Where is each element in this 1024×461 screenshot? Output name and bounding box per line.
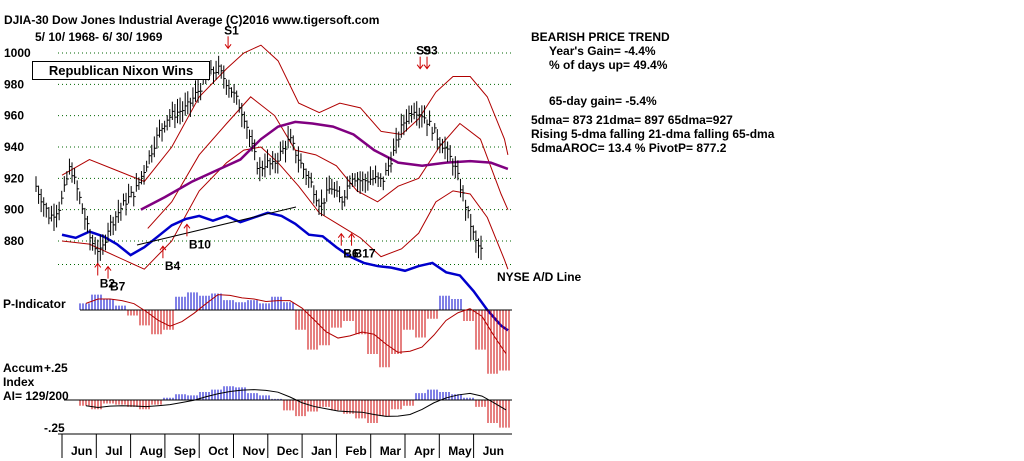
ad-line-label: NYSE A/D Line — [497, 270, 582, 284]
ai-tick-minus: -.25 — [44, 421, 65, 435]
inner-band-line — [147, 96, 509, 229]
signal-arrowhead — [94, 262, 102, 268]
stats-aroc: 5dmaAROC= 13.4 % PivotP= 877.2 — [531, 141, 727, 155]
stats-trend: BEARISH PRICE TREND — [531, 30, 670, 44]
signal-label: S3 — [423, 44, 438, 58]
ai-label-line2: Index — [3, 375, 35, 389]
x-tick-label: Oct — [208, 444, 228, 458]
ai-ma-line — [85, 389, 507, 417]
y-tick-label: 960 — [4, 109, 24, 123]
stats-dma-trend: Rising 5-dma falling 21-dma falling 65-d… — [531, 127, 775, 141]
signal-marker: S1 — [224, 23, 239, 50]
signal-arrowhead — [348, 232, 355, 238]
x-tick-label: Aug — [140, 444, 163, 458]
stats-years-gain: Year's Gain= -4.4% — [549, 44, 656, 58]
pi-label: P-Indicator — [3, 297, 66, 311]
x-tick-label: Jan — [311, 444, 332, 458]
signal-arrowhead — [104, 265, 112, 271]
x-tick-label: Apr — [414, 444, 435, 458]
signal-label: B7 — [110, 280, 126, 294]
signal-label: B4 — [165, 259, 181, 273]
ma65-line — [140, 120, 509, 211]
trendline — [136, 206, 297, 246]
signal-arrowhead — [337, 232, 345, 238]
signal-marker: B2 — [94, 262, 116, 290]
x-tick-label: May — [448, 444, 472, 458]
stats-gain-65: 65-day gain= -5.4% — [549, 94, 657, 108]
x-tick-label: Jun — [483, 444, 504, 458]
signal-marker: S9 — [416, 44, 431, 70]
signal-label: B17 — [354, 247, 376, 261]
stats-panel: BEARISH PRICE TREND Year's Gain= -4.4% %… — [531, 30, 774, 155]
signal-label: S9 — [416, 44, 431, 58]
signal-marker: B6 — [337, 232, 359, 261]
signal-marker: S3 — [423, 44, 438, 70]
y-tick-label: 940 — [4, 140, 24, 154]
pi-ma-line — [85, 294, 507, 355]
signal-arrowhead — [416, 64, 424, 70]
indicator-layer — [64, 292, 512, 428]
upper-band-line — [61, 44, 509, 183]
signal-label: S1 — [224, 23, 239, 37]
signal-marker: B4 — [159, 245, 181, 273]
y-tick-label: 880 — [4, 234, 24, 248]
x-tick-label: Sep — [174, 444, 196, 458]
signal-arrowhead — [423, 64, 431, 70]
x-tick-label: Nov — [243, 444, 266, 458]
y-tick-label: 980 — [4, 77, 24, 91]
date-range: 5/ 10/ 1968- 6/ 30/ 1969 — [35, 30, 163, 44]
ai-label-line1: Accum — [3, 361, 43, 375]
axis-layer: 1000 980 960 940 920 900 880 Jun Jul Aug Sep Oct Nov… — [4, 46, 512, 458]
stats-pct-days-up: % of days up= 49.4% — [549, 58, 668, 72]
y-tick-label: 1000 — [4, 46, 31, 60]
y-tick-label: 900 — [4, 203, 24, 217]
signal-label: B2 — [100, 276, 116, 290]
price-layer — [35, 55, 484, 265]
chart-title: DJIA-30 Dow Jones Industrial Average (C)… — [4, 13, 379, 27]
signal-marker: B17 — [348, 232, 376, 261]
x-tick-label: Dec — [277, 444, 299, 458]
annotation-box: Republican Nixon Wins — [32, 61, 210, 80]
signal-arrowhead — [224, 43, 232, 50]
x-tick-label: Jun — [71, 444, 92, 458]
ai-label-line3: AI= 129/200 — [3, 389, 69, 403]
signal-label: B6 — [343, 247, 359, 261]
ad-layer — [61, 211, 509, 332]
signal-marker: B10 — [183, 223, 211, 251]
x-tick-label: Feb — [345, 444, 366, 458]
x-tick-label: Mar — [380, 444, 402, 458]
signal-arrowhead — [159, 245, 167, 251]
signal-arrowhead — [183, 223, 191, 229]
stats-dma-line: 5dma= 873 21dma= 897 65dma=927 — [531, 113, 733, 127]
ai-tick-plus: +.25 — [44, 361, 68, 375]
y-tick-label: 920 — [4, 171, 24, 185]
lower-band-line — [61, 146, 509, 270]
signal-label: B10 — [189, 237, 211, 251]
x-tick-label: Jul — [105, 444, 122, 458]
signal-marker: B7 — [104, 265, 126, 294]
ad-line — [61, 211, 509, 332]
